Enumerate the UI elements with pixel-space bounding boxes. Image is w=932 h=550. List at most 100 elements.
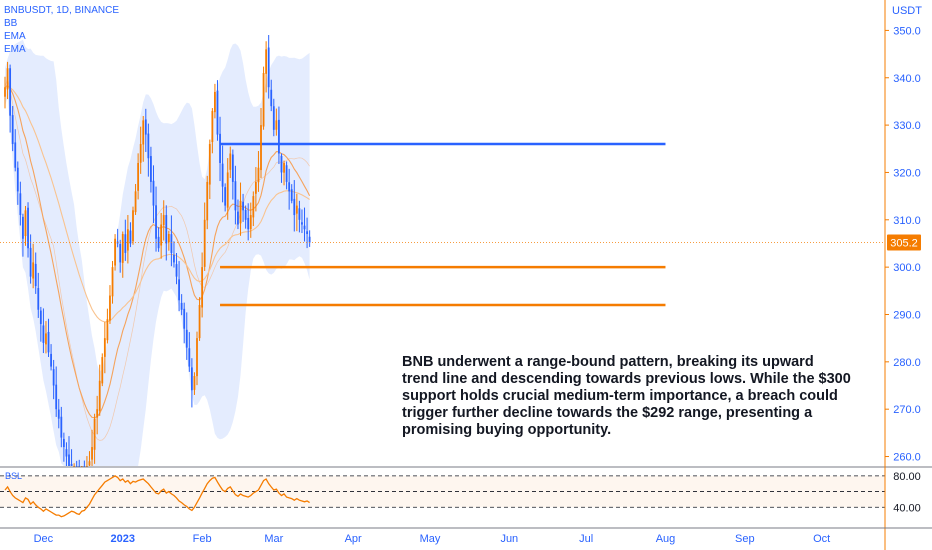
candle-body bbox=[288, 182, 291, 192]
indicator-bb-label[interactable]: BB bbox=[4, 18, 18, 29]
candle bbox=[303, 207, 306, 242]
candle-body bbox=[60, 416, 63, 438]
candle-body bbox=[52, 369, 55, 386]
candle-body bbox=[114, 238, 116, 266]
time-tick-label: Feb bbox=[193, 533, 212, 545]
price-tick-label: 280.0 bbox=[893, 357, 921, 369]
symbol-header[interactable]: BNBUSDT, 1D, BINANCE bbox=[4, 5, 120, 16]
oscillator-label: BSL bbox=[5, 471, 22, 481]
candle bbox=[278, 106, 280, 165]
candle-body bbox=[252, 196, 255, 218]
candle bbox=[244, 205, 247, 229]
candle bbox=[124, 219, 127, 261]
candle-body bbox=[29, 247, 32, 277]
candle bbox=[91, 429, 93, 466]
candle bbox=[45, 321, 47, 354]
candle bbox=[129, 222, 132, 248]
time-tick-label: Sep bbox=[735, 533, 755, 545]
candle bbox=[62, 432, 65, 462]
candle-body bbox=[27, 207, 29, 249]
candle-body bbox=[165, 215, 168, 244]
candle bbox=[285, 161, 288, 190]
candle bbox=[280, 153, 283, 183]
oscillator-pane: BSL bbox=[0, 466, 932, 518]
candle-body bbox=[244, 209, 247, 220]
candle bbox=[152, 165, 155, 224]
candle bbox=[98, 364, 101, 416]
candle bbox=[47, 318, 50, 357]
candle-body bbox=[16, 167, 19, 192]
candle-body bbox=[272, 106, 275, 130]
ema-slow-line bbox=[4, 85, 310, 323]
candle bbox=[57, 398, 60, 429]
candle bbox=[206, 175, 209, 230]
candle bbox=[231, 149, 234, 200]
candle bbox=[201, 252, 204, 318]
candle-body bbox=[121, 234, 124, 263]
candle-body bbox=[132, 210, 134, 242]
candle bbox=[106, 308, 109, 344]
candle bbox=[109, 285, 111, 324]
candle-body bbox=[19, 193, 22, 216]
candle-body bbox=[249, 215, 252, 230]
candle bbox=[288, 168, 291, 210]
candle-body bbox=[139, 144, 142, 163]
bollinger-band-fill bbox=[5, 39, 310, 467]
candle bbox=[203, 202, 206, 271]
candle-body bbox=[216, 90, 219, 135]
candle-body bbox=[150, 156, 152, 182]
price-tick-label: 320.0 bbox=[893, 167, 921, 179]
candle-body bbox=[257, 167, 260, 183]
time-tick-label: Jun bbox=[500, 533, 518, 545]
indicator-ema-label[interactable]: EMA bbox=[4, 44, 26, 55]
candle bbox=[226, 158, 229, 220]
candle-body bbox=[4, 87, 6, 97]
candle-body bbox=[270, 89, 273, 107]
indicator-ema-label[interactable]: EMA bbox=[4, 31, 26, 42]
candle-body bbox=[196, 338, 198, 377]
oscillator-tick-label: 40.00 bbox=[893, 502, 921, 514]
candle bbox=[144, 108, 147, 152]
candle bbox=[24, 205, 27, 246]
price-tick-label: 290.0 bbox=[893, 309, 921, 321]
candle-body bbox=[221, 163, 224, 187]
candle-body bbox=[290, 189, 293, 201]
candle bbox=[65, 442, 68, 466]
candle-body bbox=[180, 302, 183, 310]
candle bbox=[175, 252, 178, 285]
candle-body bbox=[226, 172, 229, 208]
candle-body bbox=[91, 447, 93, 460]
candle-body bbox=[178, 279, 180, 301]
candle-body bbox=[65, 449, 68, 457]
candle-body bbox=[9, 68, 12, 116]
candle bbox=[298, 200, 301, 233]
candle-body bbox=[111, 267, 114, 297]
candle bbox=[211, 108, 214, 154]
candle-body bbox=[42, 325, 45, 343]
candle bbox=[242, 193, 244, 222]
candle-body bbox=[160, 224, 163, 246]
candle bbox=[214, 83, 216, 119]
candle bbox=[173, 241, 175, 268]
candle-body bbox=[219, 133, 221, 163]
candle bbox=[306, 217, 308, 249]
candle bbox=[55, 366, 58, 417]
candle bbox=[295, 193, 298, 232]
candle-body bbox=[62, 438, 65, 448]
candle-body bbox=[137, 162, 140, 191]
candle-body bbox=[147, 133, 150, 159]
candle-body bbox=[32, 262, 35, 279]
candle bbox=[188, 332, 191, 372]
price-tick-label: 260.0 bbox=[893, 452, 921, 464]
candle-body bbox=[88, 461, 91, 466]
current-price-label: 305.2 bbox=[890, 238, 918, 250]
candle bbox=[39, 306, 42, 342]
candle-body bbox=[157, 236, 160, 249]
price-tick-label: 310.0 bbox=[893, 215, 921, 227]
price-tick-label: 270.0 bbox=[893, 404, 921, 416]
candle bbox=[167, 230, 170, 251]
candle bbox=[93, 413, 96, 464]
candle-body bbox=[93, 418, 96, 450]
